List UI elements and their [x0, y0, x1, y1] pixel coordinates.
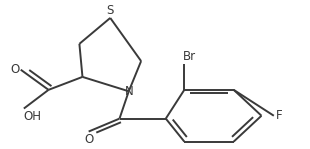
Text: F: F [276, 109, 283, 122]
Text: S: S [107, 4, 114, 17]
Text: Br: Br [183, 50, 196, 63]
Text: N: N [124, 85, 133, 98]
Text: O: O [10, 63, 19, 76]
Text: O: O [84, 133, 93, 146]
Text: OH: OH [24, 110, 42, 123]
